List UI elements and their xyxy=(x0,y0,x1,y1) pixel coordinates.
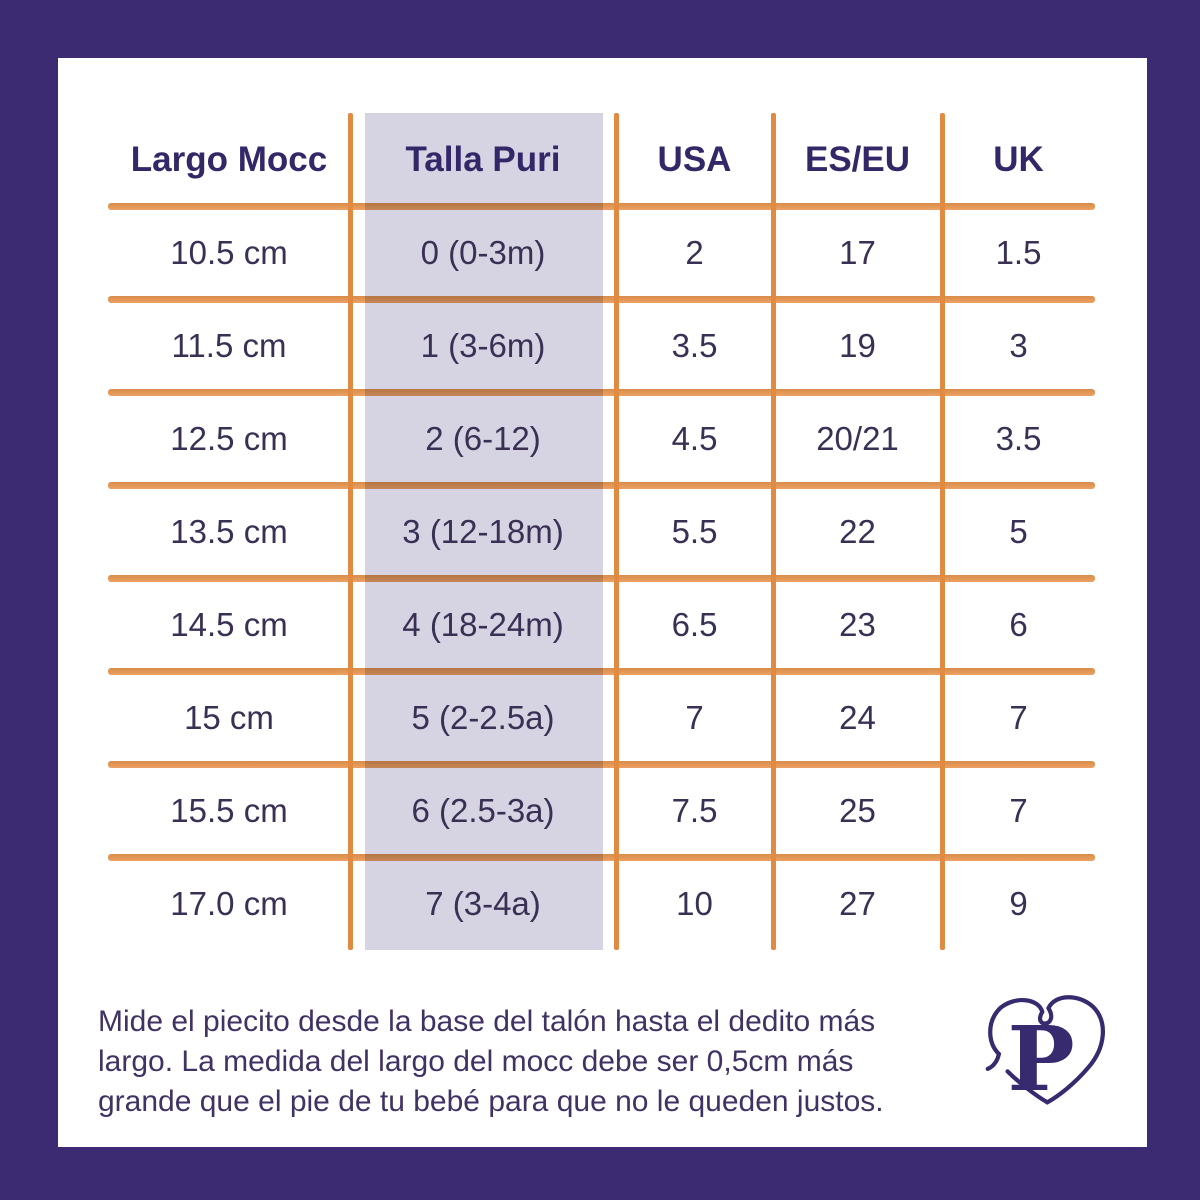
measurement-instructions-line: grande que el pie de tu bebé para que no… xyxy=(98,1085,884,1118)
table-cell: 5 xyxy=(1009,512,1028,550)
size-chart-card: Largo Mocc Talla Puri USA ES/EU UK 10.5 … xyxy=(58,58,1147,1147)
table-cell: 7 xyxy=(1009,791,1028,829)
table-cell: 3.5 xyxy=(671,326,718,364)
table-cell: 11.5 cm xyxy=(171,326,287,364)
table-cell: 13.5 cm xyxy=(170,512,288,550)
table-cell: 5.5 xyxy=(671,512,718,550)
table-cell: 17.0 cm xyxy=(170,884,288,922)
table-cell: 7 xyxy=(685,698,704,736)
table-cell: 1 (3-6m) xyxy=(420,326,546,364)
table-cell: 2 xyxy=(685,233,704,271)
table-cell: 25 xyxy=(839,791,876,829)
table-cell: 3 xyxy=(1009,326,1028,364)
measurement-instructions: Mide el piecito desde la base del talón … xyxy=(98,1002,978,1122)
table-cell: 7 xyxy=(1009,698,1028,736)
size-chart-table: Largo Mocc Talla Puri USA ES/EU UK 10.5 … xyxy=(108,113,1095,950)
measurement-instructions-line: largo. La medida del largo del mocc debe… xyxy=(98,1045,854,1078)
table-cell: 14.5 cm xyxy=(170,605,288,643)
table-cell: 24 xyxy=(839,698,876,736)
table-cell: 3.5 xyxy=(995,419,1042,457)
table-cell: 1.5 xyxy=(995,233,1042,271)
table-cell: 7 (3-4a) xyxy=(425,884,541,922)
table-cell: 27 xyxy=(839,884,876,922)
logo-letter: P xyxy=(1007,1007,1074,1112)
table-cell: 17 xyxy=(839,233,876,271)
table-cell: 3 (12-18m) xyxy=(402,512,564,550)
table-grid: Largo Mocc Talla Puri USA ES/EU UK 10.5 … xyxy=(108,113,1095,950)
talla-puri-column-highlight xyxy=(365,113,603,950)
column-header-largo-mocc: Largo Mocc xyxy=(130,139,328,179)
table-cell: 23 xyxy=(839,605,876,643)
column-header-talla-puri: Talla Puri xyxy=(405,139,561,179)
table-cell: 19 xyxy=(839,326,876,364)
heart-outline-icon: P xyxy=(985,995,1105,1112)
table-cell: 4.5 xyxy=(671,419,718,457)
column-header-usa: USA xyxy=(657,139,732,179)
table-column-divider xyxy=(771,113,776,950)
table-cell: 4 (18-24m) xyxy=(402,605,564,643)
table-column-divider xyxy=(348,113,353,950)
table-cell: 20/21 xyxy=(816,419,899,457)
table-cell: 6 (2.5-3a) xyxy=(411,791,555,829)
table-cell: 15.5 cm xyxy=(170,791,288,829)
table-column-divider xyxy=(614,113,619,950)
table-cell: 12.5 cm xyxy=(170,419,288,457)
table-cell: 9 xyxy=(1009,884,1028,922)
table-cell: 10 xyxy=(676,884,713,922)
table-column-divider xyxy=(940,113,945,950)
table-cell: 6 xyxy=(1009,605,1028,643)
table-cell: 0 (0-3m) xyxy=(420,233,546,271)
table-cell: 15 cm xyxy=(184,698,274,736)
heart-logo: P xyxy=(980,992,1112,1116)
measurement-instructions-line: Mide el piecito desde la base del talón … xyxy=(98,1005,876,1038)
table-cell: 6.5 xyxy=(671,605,718,643)
table-cell: 5 (2-2.5a) xyxy=(411,698,555,736)
table-cell: 10.5 cm xyxy=(170,233,288,271)
table-cell: 7.5 xyxy=(671,791,718,829)
column-header-es-eu: ES/EU xyxy=(804,139,911,179)
table-cell: 22 xyxy=(839,512,876,550)
column-header-uk: UK xyxy=(993,139,1044,179)
table-cell: 2 (6-12) xyxy=(425,419,541,457)
